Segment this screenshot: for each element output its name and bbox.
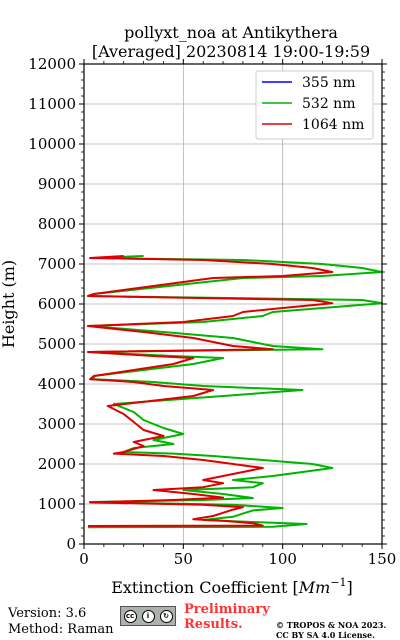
cc-license-badge: cc i ↻ — [120, 606, 176, 626]
version-text: Version: 3.6 — [8, 606, 87, 621]
y-tick-label: 7000 — [38, 255, 76, 273]
y-tick-label: 12000 — [28, 55, 76, 73]
preliminary-line1: Preliminary — [184, 602, 270, 617]
cc-icon: cc — [123, 609, 137, 623]
y-tick-label: 4000 — [38, 375, 76, 393]
y-tick-label: 5000 — [38, 335, 76, 353]
legend: 355 nm 532 nm 1064 nm — [255, 70, 374, 140]
series-line-2 — [87, 255, 334, 527]
preliminary-note: Preliminary Results. — [184, 602, 270, 632]
y-tick-label: 6000 — [38, 295, 76, 313]
legend-box — [255, 70, 374, 140]
y-axis-label: Height (m) — [0, 260, 18, 348]
y-tick-label: 0 — [66, 535, 76, 553]
y-tick-label: 8000 — [38, 215, 76, 233]
x-axis-unit-exponent: −1 — [330, 576, 346, 589]
footer-info: Version: 3.6 Method: Raman — [8, 606, 114, 638]
y-tick-label: 1000 — [38, 495, 76, 513]
y-tick-label: 11000 — [28, 95, 76, 113]
legend-entries: 355 nm 532 nm 1064 nm — [262, 75, 364, 133]
copyright-note: © TROPOS & NOA 2023. CC BY SA 4.0 Licens… — [276, 620, 386, 640]
legend-label-0: 355 nm — [302, 75, 355, 91]
legend-label-2: 1064 nm — [302, 117, 364, 133]
legend-label-1: 532 nm — [302, 96, 355, 112]
x-tick-label: 50 — [174, 550, 193, 568]
axis-ticks: 0 50 100 150 0 1000 2000 3000 4000 5000 6000 7000 80… — [28, 55, 396, 568]
sa-icon: ↻ — [159, 609, 173, 623]
x-axis-unit: Mm — [298, 578, 331, 597]
x-axis-label: Extinction Coefficient [Mm−1] — [111, 576, 353, 597]
y-tick-label: 10000 — [28, 135, 76, 153]
x-axis-label-text: Extinction Coefficient [ — [111, 578, 299, 597]
y-tick-label: 2000 — [38, 455, 76, 473]
x-axis-label-close: ] — [347, 578, 353, 597]
extinction-chart: pollyxt_noa at Antikythera [Averaged] 20… — [0, 23, 396, 597]
y-tick-label: 3000 — [38, 415, 76, 433]
chart-title-line2: [Averaged] 20230814 19:00-19:59 — [92, 42, 370, 61]
by-icon: i — [141, 609, 155, 623]
preliminary-line2: Results. — [184, 617, 243, 632]
chart-title-line1: pollyxt_noa at Antikythera — [124, 23, 338, 42]
copyright-line2: CC BY SA 4.0 License. — [276, 630, 375, 640]
x-tick-label: 100 — [268, 550, 297, 568]
method-text: Method: Raman — [8, 622, 114, 637]
y-tick-label: 9000 — [38, 175, 76, 193]
x-tick-label: 0 — [79, 550, 89, 568]
series-group — [87, 255, 383, 529]
copyright-line1: © TROPOS & NOA 2023. — [276, 620, 387, 630]
x-tick-label: 150 — [368, 550, 397, 568]
